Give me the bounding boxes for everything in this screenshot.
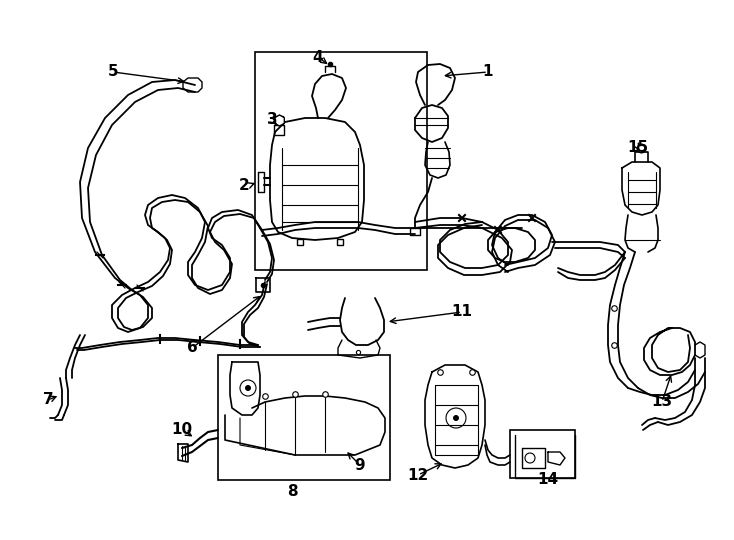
Text: 14: 14 bbox=[537, 472, 559, 488]
Text: 7: 7 bbox=[43, 393, 54, 408]
Text: 4: 4 bbox=[313, 50, 323, 64]
Text: 2: 2 bbox=[239, 178, 250, 192]
Circle shape bbox=[245, 385, 251, 391]
Circle shape bbox=[453, 415, 459, 421]
Bar bbox=[255, 52, 427, 270]
Text: 1: 1 bbox=[483, 64, 493, 79]
Text: 13: 13 bbox=[652, 395, 672, 409]
Text: 10: 10 bbox=[172, 422, 192, 437]
Text: 3: 3 bbox=[266, 112, 277, 127]
Bar bbox=[218, 355, 390, 480]
Text: 5: 5 bbox=[108, 64, 118, 79]
Text: 6: 6 bbox=[186, 341, 197, 355]
Text: 9: 9 bbox=[355, 457, 366, 472]
Text: 15: 15 bbox=[628, 140, 649, 156]
Text: 12: 12 bbox=[407, 468, 429, 483]
Text: 8: 8 bbox=[287, 484, 297, 500]
Text: 11: 11 bbox=[451, 305, 473, 320]
Bar bbox=[510, 430, 575, 478]
